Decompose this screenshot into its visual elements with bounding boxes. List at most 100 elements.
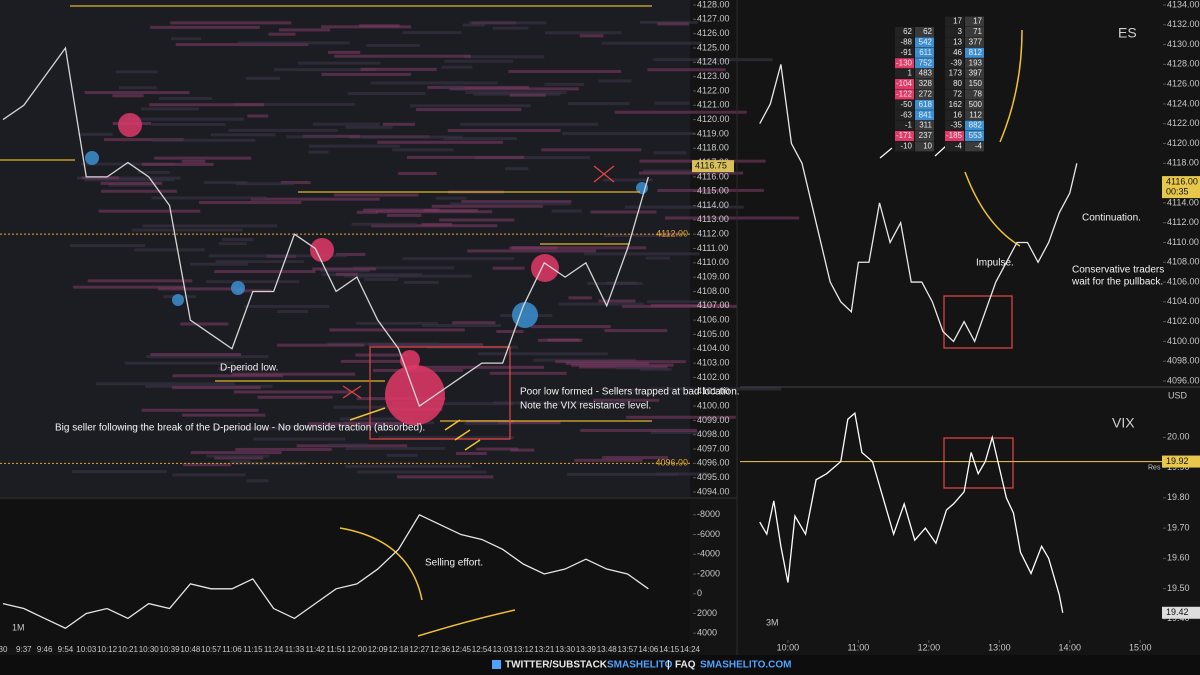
y-tick-label: 4095.00: [697, 472, 730, 482]
y-tick-label: 4113.00: [697, 214, 729, 224]
annotation: Poor low formed - Sellers trapped at bad…: [520, 387, 740, 398]
footprint-value: 78: [973, 90, 982, 99]
footprint-cell: [965, 16, 984, 27]
y-tick-label: 4124.00: [1167, 98, 1200, 108]
heat-cell: [474, 156, 591, 160]
heat-cell: [237, 41, 350, 45]
heat-cell: [312, 267, 377, 271]
heat-cell: [307, 422, 415, 426]
footprint-value: 46: [953, 48, 962, 57]
heat-cell: [613, 388, 642, 392]
footprint-cell: [945, 27, 964, 37]
y-tick-label: 4000: [697, 628, 717, 638]
heat-cell: [171, 37, 202, 41]
footprint-value: 150: [969, 79, 983, 88]
y-tick-label: 4120.00: [697, 114, 730, 124]
heat-cell: [363, 208, 440, 212]
footprint-value: -171: [896, 131, 913, 140]
heat-cell: [273, 68, 377, 72]
heat-cell: [640, 367, 672, 371]
x-tick-label: 11:06: [222, 645, 242, 654]
heat-cell: [190, 262, 248, 266]
heat-cell: [278, 28, 330, 32]
footprint-value: 10: [923, 142, 932, 151]
heat-cell: [647, 68, 726, 72]
x-tick-label: 10:39: [160, 645, 181, 654]
heat-cell: [602, 456, 668, 460]
footprint-value: 17: [953, 17, 962, 26]
x-tick-label: 12:27: [409, 645, 430, 654]
x-tick-label: 11:24: [264, 645, 284, 654]
heat-cell: [146, 355, 269, 359]
footprint-value: 611: [919, 48, 932, 57]
heat-cell: [355, 321, 439, 325]
heat-cell: [392, 402, 514, 406]
heat-cell: [496, 329, 524, 333]
heat-cell: [214, 270, 316, 274]
heat-cell: [348, 135, 463, 139]
heat-cell: [215, 260, 304, 264]
volume-bubble: [118, 113, 142, 137]
y-tick-label: 4120.00: [1167, 138, 1200, 148]
footprint-value: 483: [919, 69, 933, 78]
heat-cell: [84, 91, 190, 95]
heat-cell: [247, 114, 269, 118]
footprint-cell: [895, 27, 914, 37]
x-tick-label: 12:00: [918, 642, 941, 652]
heat-cell: [656, 472, 709, 476]
x-tick-label: 15:00: [1129, 642, 1152, 652]
x-tick-label: 12:45: [451, 645, 472, 654]
y-tick-label: 4118.00: [1167, 158, 1199, 168]
heat-cell: [493, 401, 630, 405]
heat-cell: [509, 93, 546, 97]
heat-cell: [150, 353, 242, 357]
y-tick-label: 4127.00: [697, 14, 730, 24]
heat-cell: [137, 170, 170, 174]
footprint-cell: [915, 37, 934, 48]
heat-cell: [333, 193, 419, 197]
heat-cell: [175, 43, 309, 47]
y-tick-label: 4100.00: [697, 400, 730, 410]
y-tick-label: 4132.00: [1167, 19, 1200, 29]
footprint-value: 237: [919, 131, 933, 140]
heat-cell: [567, 472, 679, 476]
heat-cell: [218, 367, 251, 371]
footprint-value: 162: [949, 100, 963, 109]
x-tick-label: 12:09: [368, 645, 389, 654]
heat-cell: [439, 218, 515, 222]
footprint-value: 72: [953, 90, 962, 99]
heat-cell: [112, 94, 144, 98]
x-tick-label: 10:12: [97, 645, 118, 654]
heat-cell: [235, 289, 272, 293]
heat-cell: [190, 451, 282, 455]
heat-cell: [421, 324, 501, 328]
heat-cell: [639, 171, 744, 175]
y-tick-label: -8000: [697, 509, 720, 519]
y-tick-label: 4122.00: [1167, 118, 1200, 128]
heat-cell: [653, 151, 687, 155]
x-tick-label: 9:37: [16, 645, 32, 654]
heat-cell: [87, 279, 193, 283]
y-tick-label: 4112.00: [1167, 217, 1199, 227]
x-tick-label: 13:30: [555, 645, 576, 654]
heat-cell: [347, 92, 426, 96]
footprint-cell: [895, 68, 914, 79]
heat-cell: [551, 209, 582, 213]
footprint-value: 193: [969, 58, 983, 67]
footprint-cell: [965, 58, 984, 69]
footprint-value: 62: [923, 27, 932, 36]
heat-cell: [141, 107, 199, 111]
heat-cell: [489, 371, 567, 375]
heat-cell: [657, 188, 764, 192]
heat-cell: [253, 437, 346, 441]
annotation: Conservative traders: [1072, 265, 1164, 276]
y-tick-label: 4107.00: [697, 300, 730, 310]
footprint-cell: [965, 120, 984, 131]
heat-cell: [508, 69, 622, 73]
y-tick-label: 4102.00: [697, 372, 730, 382]
footprint-cell: [945, 58, 964, 69]
heat-cell: [467, 249, 596, 253]
heat-cell: [402, 257, 515, 261]
footprint-value: 16: [953, 110, 962, 119]
footprint-cell: [945, 79, 964, 89]
